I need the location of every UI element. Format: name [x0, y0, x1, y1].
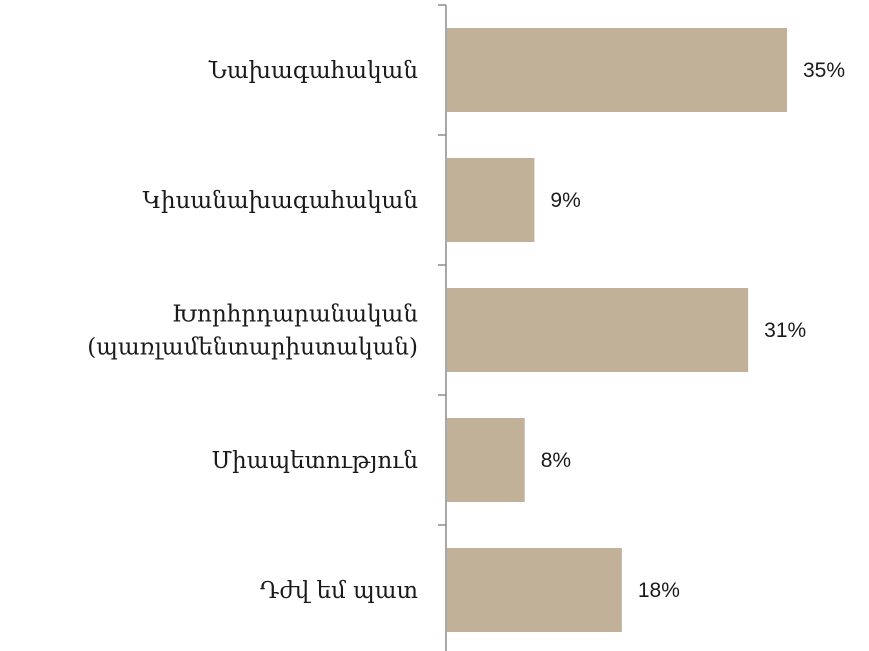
category-labels: Նախագահական Կիսանախագահական Խորհրդարանական… [87, 58, 418, 604]
category-axis [438, 4, 447, 651]
bar [447, 158, 535, 242]
category-label: Դժվ եմ պատ [260, 578, 418, 604]
value-labels: 35% 9% 31% 8% 18% [541, 59, 845, 602]
category-label: Խորհրդարանական (պառլամենտարիստական) [87, 302, 418, 361]
value-label: 8% [541, 449, 571, 472]
value-label: 9% [550, 189, 580, 212]
category-label: Կիսանախագահական [143, 188, 419, 214]
bar [447, 548, 622, 632]
bars [447, 28, 787, 632]
bar [447, 288, 749, 372]
bar [447, 28, 787, 112]
category-label: Միապետություն [211, 448, 418, 474]
value-label: 35% [803, 59, 845, 82]
value-label: 31% [764, 319, 806, 342]
value-label: 18% [638, 579, 680, 602]
category-label: Նախագահական [208, 58, 418, 84]
bar [447, 418, 525, 502]
